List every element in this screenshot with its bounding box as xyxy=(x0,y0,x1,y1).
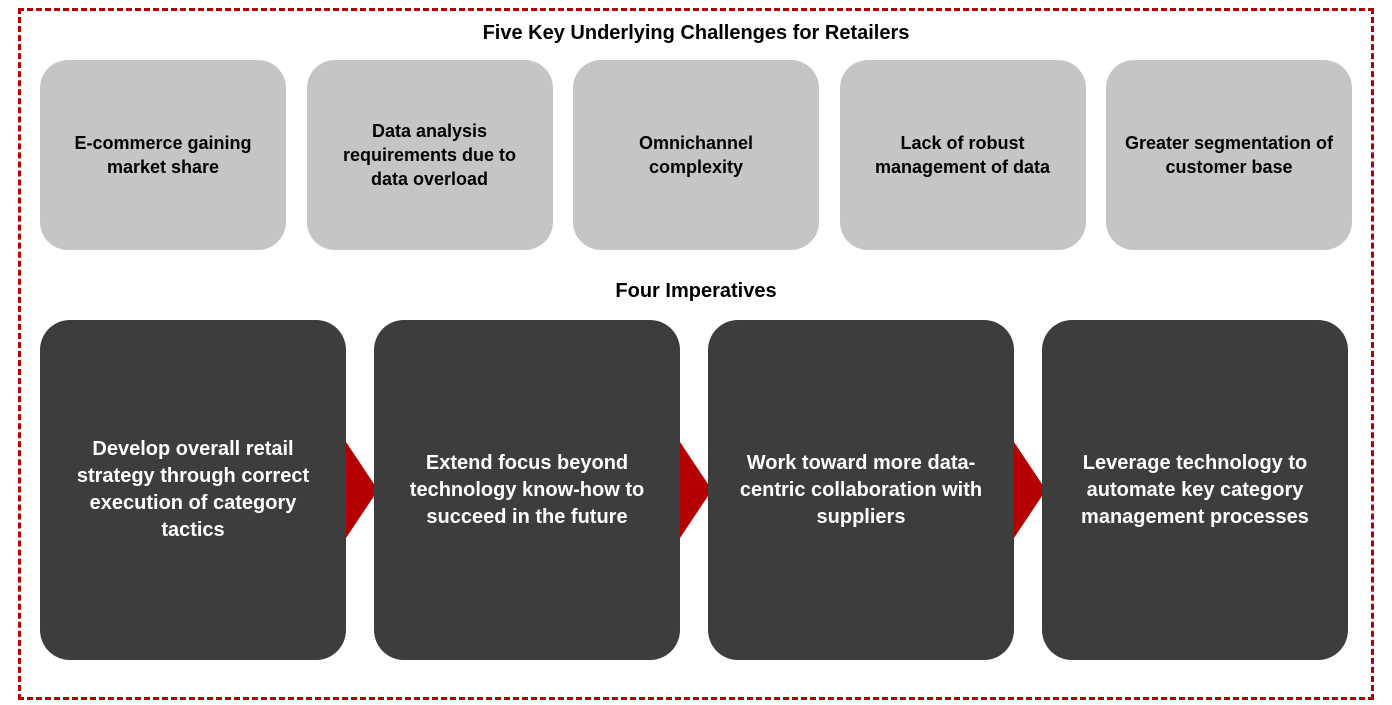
imperative-card: Develop overall retail strategy through … xyxy=(40,320,346,660)
challenges-title: Five Key Underlying Challenges for Retai… xyxy=(0,22,1392,45)
imperative-card: Work toward more data-centric collaborat… xyxy=(708,320,1014,660)
challenge-card: Lack of robust management of data xyxy=(840,60,1086,250)
challenge-card: Data analysis requirements due to data o… xyxy=(307,60,553,250)
challenge-card: Omnichannel complexity xyxy=(573,60,819,250)
imperatives-title: Four Imperatives xyxy=(0,280,1392,303)
challenges-row: E-commerce gaining market shareData anal… xyxy=(40,60,1352,250)
imperative-card: Extend focus beyond technology know-how … xyxy=(374,320,680,660)
challenge-card: Greater segmentation of customer base xyxy=(1106,60,1352,250)
imperative-card: Leverage technology to automate key cate… xyxy=(1042,320,1348,660)
imperatives-row: Develop overall retail strategy through … xyxy=(40,320,1352,660)
challenge-card: E-commerce gaining market share xyxy=(40,60,286,250)
